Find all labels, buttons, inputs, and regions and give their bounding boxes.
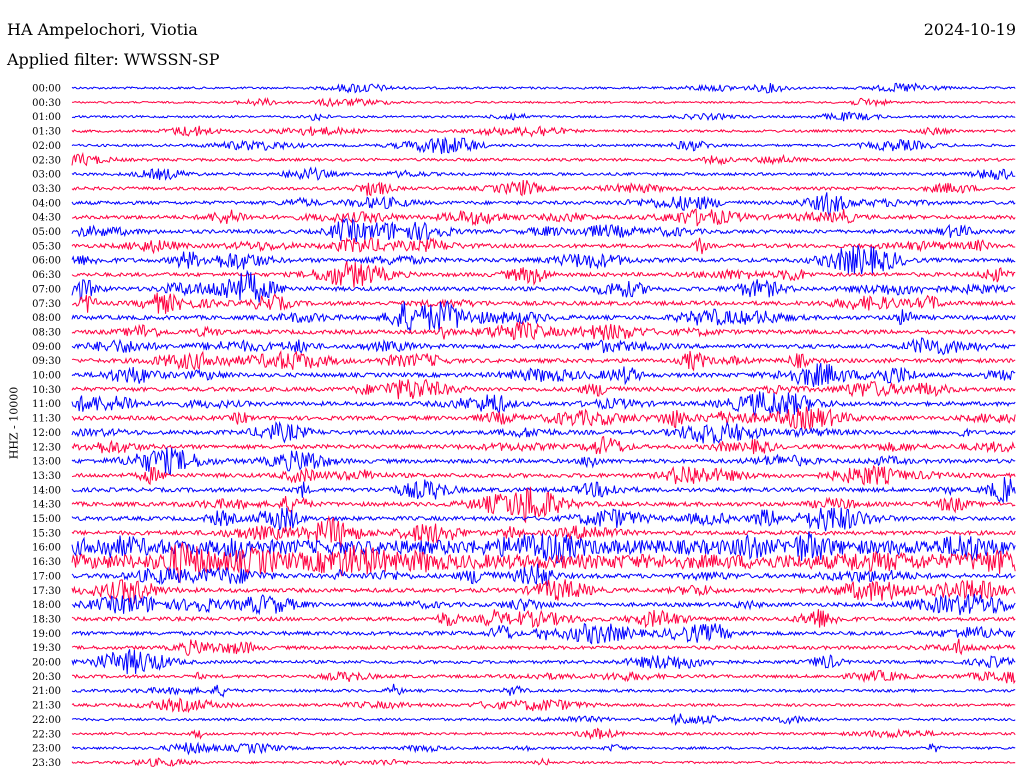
row-time-label: 08:30 [32,327,61,338]
trace-row-1800 [71,593,1016,616]
row-time-label: 05:00 [32,227,61,238]
trace-row-2030 [71,669,1016,685]
row-time-label: 07:00 [32,284,61,295]
trace-row-1200 [71,420,1016,444]
trace-row-1530 [71,515,1016,548]
row-time-label: 20:00 [32,658,61,669]
row-time-label: 23:00 [32,744,61,755]
trace-row-1430 [71,486,1016,524]
row-time-label: 10:00 [32,371,61,382]
trace-row-2230 [71,727,1016,740]
trace-row-1700 [71,563,1016,587]
trace-row-0400 [71,192,1016,217]
trace-row-0130 [71,125,1016,138]
trace-row-0600 [71,244,1016,275]
trace-row-0000 [71,82,1016,94]
row-time-label: 19:00 [32,629,61,640]
row-time-label: 07:30 [32,299,61,310]
trace-row-0930 [71,350,1016,372]
row-time-label: 03:00 [32,170,61,181]
trace-row-1730 [71,579,1016,604]
row-time-label: 02:00 [32,141,61,152]
trace-row-2200 [71,713,1016,727]
trace-row-0630 [71,261,1016,288]
row-time-label: 13:00 [32,457,61,468]
trace-row-0330 [71,179,1016,197]
row-time-label: 21:00 [32,686,61,697]
trace-row-2000 [71,649,1016,675]
row-time-label: 17:30 [32,586,61,597]
row-time-label: 03:30 [32,184,61,195]
trace-row-0200 [71,136,1016,155]
row-time-label: 14:30 [32,500,61,511]
row-time-label: 22:00 [32,715,61,726]
trace-row-0730 [71,292,1016,314]
trace-row-2330 [71,757,1016,767]
trace-row-1230 [71,435,1016,455]
trace-row-0230 [71,151,1016,167]
row-time-label: 18:00 [32,600,61,611]
row-time-label: 16:00 [32,543,61,554]
row-time-label: 09:30 [32,356,61,367]
trace-row-1630 [71,542,1016,584]
trace-row-1500 [71,507,1016,532]
row-time-label: 10:30 [32,385,61,396]
trace-row-1300 [71,447,1016,476]
row-time-label: 18:30 [32,614,61,625]
row-time-label: 19:30 [32,643,61,654]
row-time-label: 11:30 [32,414,61,425]
trace-row-1930 [71,638,1016,656]
row-time-label: 13:30 [32,471,61,482]
row-time-label: 17:00 [32,571,61,582]
filter-label: Applied filter: WWSSN-SP [7,50,220,69]
row-time-label: 21:30 [32,701,61,712]
trace-row-1000 [71,362,1016,388]
trace-row-2300 [71,741,1016,756]
row-time-label: 01:00 [32,112,61,123]
trace-row-1130 [71,406,1016,430]
row-time-label: 04:00 [32,198,61,209]
row-time-label: 05:30 [32,241,61,252]
trace-row-0430 [71,208,1016,227]
station-title: HA Ampelochori, Viotia [7,20,198,39]
trace-row-0700 [71,269,1016,303]
row-time-label: 09:00 [32,342,61,353]
row-time-label: 00:30 [32,98,61,109]
trace-row-0100 [71,111,1016,122]
row-time-label: 15:30 [32,528,61,539]
trace-row-1030 [71,378,1016,400]
row-time-label: 14:00 [32,485,61,496]
row-time-label: 01:30 [32,127,61,138]
row-time-label: 02:30 [32,155,61,166]
trace-row-1830 [71,609,1016,629]
trace-row-1330 [71,464,1016,486]
row-time-label: 15:00 [32,514,61,525]
row-time-label: 23:30 [32,758,61,769]
row-time-label: 11:00 [32,399,61,410]
row-time-label: 08:00 [32,313,61,324]
trace-row-0900 [71,337,1016,356]
row-time-label: 12:30 [32,442,61,453]
row-time-label: 22:30 [32,729,61,740]
trace-row-1400 [71,476,1016,504]
trace-row-2130 [71,697,1016,714]
row-time-label: 04:30 [32,213,61,224]
row-time-label: 00:00 [32,84,61,95]
row-time-label: 06:00 [32,256,61,267]
trace-row-1900 [71,622,1016,645]
trace-row-0300 [71,166,1016,181]
trace-row-1100 [71,391,1016,417]
trace-row-0800 [71,300,1016,333]
row-time-label: 06:30 [32,270,61,281]
row-time-label: 16:30 [32,557,61,568]
trace-row-0030 [71,97,1016,108]
row-time-label: 12:00 [32,428,61,439]
trace-row-1600 [71,531,1016,564]
trace-row-2100 [71,683,1016,698]
trace-row-0500 [71,217,1016,243]
row-time-label: 20:30 [32,672,61,683]
trace-row-0830 [71,321,1016,341]
date-label: 2024-10-19 [923,20,1016,39]
